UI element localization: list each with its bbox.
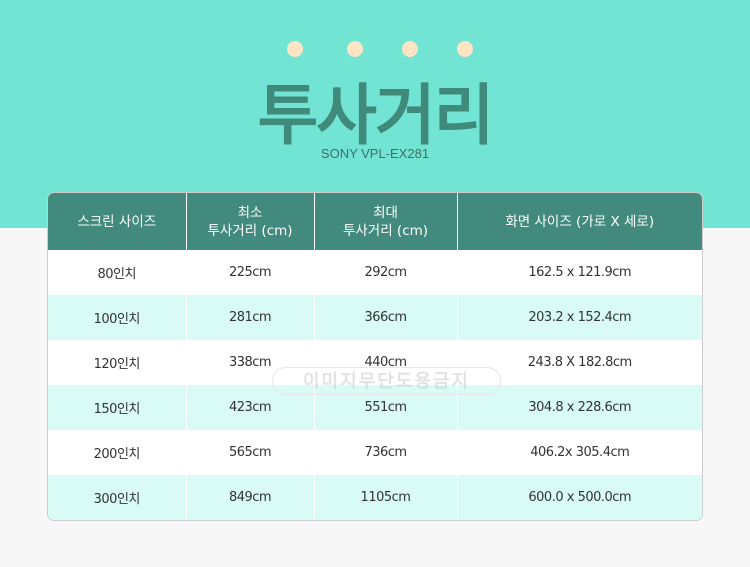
header-banner	[0, 0, 750, 228]
table-row: 120인치 338cm 440cm 243.8 X 182.8cm	[48, 340, 702, 385]
table-row: 80인치 225cm 292cm 162.5 x 121.9cm	[48, 250, 702, 295]
table-cell: 551cm	[314, 385, 458, 430]
decorative-dot	[347, 41, 363, 57]
table-cell: 300인치	[48, 475, 187, 520]
decorative-dot	[457, 41, 473, 57]
table-row: 150인치 423cm 551cm 304.8 x 228.6cm	[48, 385, 702, 430]
table-cell: 120인치	[48, 340, 187, 385]
table-cell: 162.5 x 121.9cm	[528, 265, 632, 280]
table-cell: 225cm	[186, 250, 315, 295]
table-cell: 600.0 x 500.0cm	[457, 475, 702, 520]
column-header: 최대 투사거리 (cm)	[314, 193, 458, 250]
table-cell: 736cm	[314, 430, 458, 475]
table-cell: 203.2 x 152.4cm	[457, 295, 702, 340]
table-cell: 304.8 x 228.6cm	[457, 385, 702, 430]
table-cell: 243.8 X 182.8cm	[527, 355, 632, 370]
decorative-dot	[402, 41, 418, 57]
watermark: 이미지무단도용금지	[272, 367, 501, 395]
table-cell: 366cm	[314, 295, 458, 340]
table-cell: 406.2x 305.4cm	[530, 445, 630, 460]
table-cell: 849cm	[186, 475, 315, 520]
table-row: 300인치 849cm 1105cm 600.0 x 500.0cm	[48, 475, 702, 520]
table-cell: 423cm	[186, 385, 315, 430]
throw-distance-table: 스크린 사이즈 최소 투사거리 (cm) 최대 투사거리 (cm) 화면 사이즈…	[48, 193, 702, 520]
table-cell: 80인치	[48, 250, 187, 295]
table-row: 200인치 565cm 736cm 406.2x 305.4cm	[48, 430, 702, 475]
column-header: 화면 사이즈 (가로 X 세로)	[457, 193, 702, 250]
model-name: SONY VPL-EX281	[320, 146, 430, 161]
table-cell: 565cm	[186, 430, 315, 475]
table-cell: 338cm	[186, 340, 315, 385]
table-cell: 200인치	[48, 430, 187, 475]
table-cell: 1105cm	[314, 475, 458, 520]
table-cell: 281cm	[186, 295, 315, 340]
page-title: 투사거리	[257, 77, 495, 154]
table-cell: 100인치	[48, 295, 187, 340]
column-header: 스크린 사이즈	[48, 193, 187, 250]
table-row: 100인치 281cm 366cm 203.2 x 152.4cm	[48, 295, 702, 340]
table-cell: 440cm	[314, 340, 458, 385]
table-cell: 150인치	[48, 385, 187, 430]
decorative-dot	[287, 41, 303, 57]
column-header: 최소 투사거리 (cm)	[186, 193, 315, 250]
table-cell: 292cm	[314, 250, 458, 295]
